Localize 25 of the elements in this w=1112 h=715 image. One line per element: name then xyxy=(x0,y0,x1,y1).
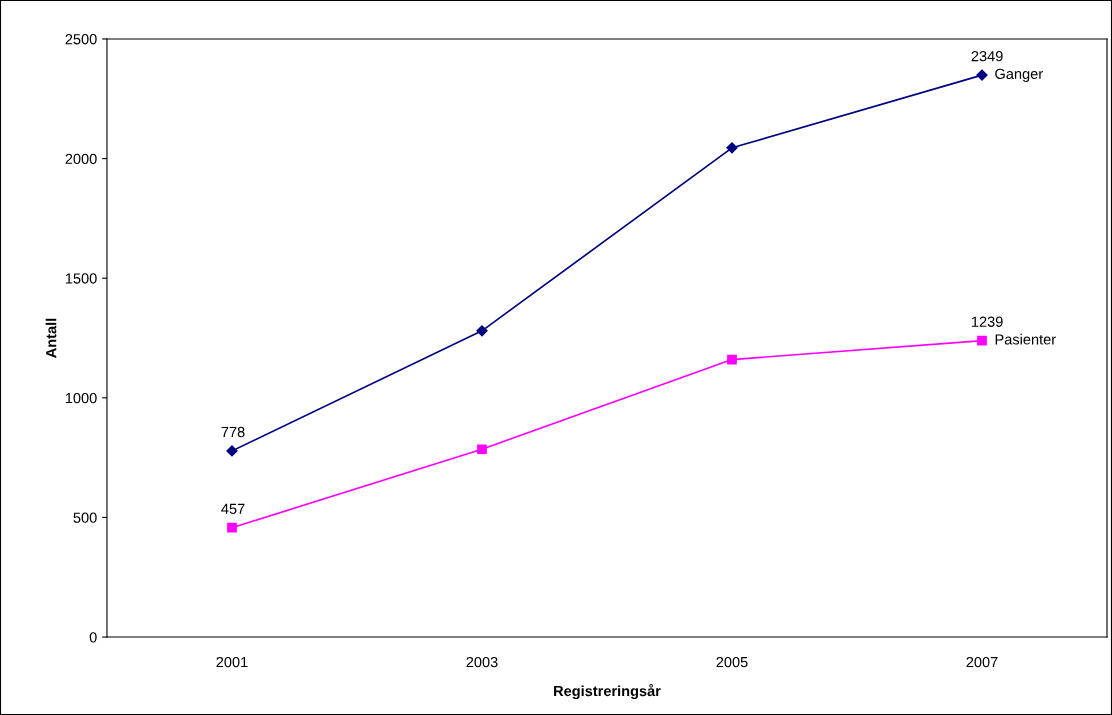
data-label: 2349 xyxy=(971,51,1003,62)
y-tick-label: 2500 xyxy=(65,34,97,45)
y-tick-label: 2000 xyxy=(65,153,97,165)
series-label: Pasienter xyxy=(995,333,1056,345)
y-tick-label: 1000 xyxy=(65,392,97,404)
x-tick-label: 2003 xyxy=(466,656,498,668)
point xyxy=(477,444,487,455)
x-tick-label: 2001 xyxy=(216,656,248,668)
point xyxy=(726,142,738,154)
point xyxy=(976,69,988,81)
y-axis-title: Antall xyxy=(45,318,57,358)
x-tick-label: 2007 xyxy=(966,656,998,668)
data-label: 778 xyxy=(221,426,245,438)
point xyxy=(977,335,987,346)
point xyxy=(476,325,488,337)
point xyxy=(727,354,737,365)
y-tick-label: 500 xyxy=(73,512,97,523)
x-axis-title: Registreringsår xyxy=(554,683,661,700)
series-label: Ganger xyxy=(995,68,1043,82)
x-tick-label: 2005 xyxy=(716,656,748,668)
y-tick-label: 0 xyxy=(89,632,97,643)
data-label: 457 xyxy=(221,503,245,514)
point xyxy=(227,522,237,533)
y-tick-label: 1500 xyxy=(65,273,97,284)
data-label: 1239 xyxy=(971,316,1003,327)
